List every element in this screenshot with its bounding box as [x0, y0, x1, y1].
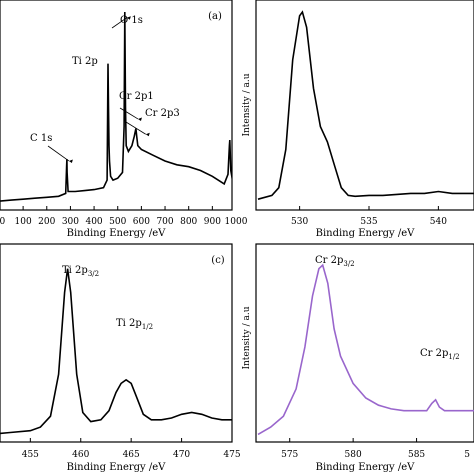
- x-tick-label: 400: [85, 217, 102, 227]
- x-tick-label: 540: [430, 217, 447, 227]
- panel-a-survey-spectrum: 00 100 200 300 400 500 600 700 800 900 1000 Binding…: [0, 0, 248, 239]
- peak-annotation: Ti 2p1/2: [116, 318, 153, 331]
- peak-annotation: Cr 2p1/2: [420, 348, 460, 361]
- x-tick-label: 460: [72, 450, 89, 460]
- spectrum-line: [257, 263, 474, 436]
- x-axis-label: Binding Energy /eV: [67, 228, 167, 239]
- annotation-arrow: [119, 107, 139, 120]
- x-tick-label: 465: [123, 450, 140, 460]
- peak-annotation: C 1s: [30, 133, 52, 144]
- x-tick-label: 475: [223, 450, 240, 460]
- annotation-arrowhead: [68, 159, 73, 163]
- x-tick-label: 455: [22, 450, 39, 460]
- panel-d-cr2p-spectrum: 575 580 585 5 Binding Energy /eV Intensity / …: [242, 243, 474, 473]
- x-tick-label: 700: [156, 217, 173, 227]
- plot-frame: [255, 0, 474, 211]
- annotation-arrowhead: [145, 132, 150, 137]
- x-tick-label: 535: [360, 217, 377, 227]
- panel-c-ti2p-spectrum: 455 460 465 470 475 Binding Energy /eV (c) Ti 2…: [0, 243, 241, 473]
- x-tick-label: 585: [408, 450, 425, 460]
- peak-annotation: O 1s: [120, 15, 143, 26]
- x-tick-label: 900: [204, 217, 221, 227]
- spectrum-line: [0, 11, 232, 202]
- x-axis-label: Binding Energy /eV: [67, 462, 167, 473]
- peak-annotation: Cr 2p1: [119, 91, 154, 102]
- x-axis-label: Binding Energy /eV: [316, 228, 416, 239]
- y-axis-label: Intensity / a.u: [242, 73, 252, 136]
- x-tick-label: 580: [345, 450, 362, 460]
- plot-frame: [255, 243, 474, 443]
- x-tick-label: 00: [0, 217, 5, 227]
- x-axis-label: Binding Energy /eV: [316, 462, 416, 473]
- peak-annotation: Ti 2p: [72, 56, 98, 67]
- x-tick-label: 800: [180, 217, 197, 227]
- x-tick-label: 200: [38, 217, 55, 227]
- annotation-arrow: [125, 121, 146, 135]
- peak-annotation: Cr 2p3: [145, 108, 180, 119]
- x-tick-label: 530: [291, 217, 308, 227]
- x-tick-label: 470: [173, 450, 190, 460]
- plot-frame: [0, 0, 233, 211]
- annotation-arrow: [47, 145, 70, 162]
- x-tick-label: 100: [15, 217, 32, 227]
- panel-b-o1s-spectrum: 530 535 540 Binding Energy /eV Intensity / a…: [242, 0, 474, 239]
- x-tick-label: 500: [109, 217, 126, 227]
- x-tick-label: 575: [281, 450, 298, 460]
- y-axis-label: Intensity / a.u: [242, 306, 252, 369]
- panel-label: (c): [211, 255, 225, 266]
- peak-annotation: Ti 2p3/2: [62, 265, 99, 278]
- annotation-arrow: [111, 17, 128, 29]
- spectrum-line: [0, 268, 232, 435]
- annotation-arrowhead: [137, 117, 142, 121]
- annotation-arrowhead: [126, 16, 131, 20]
- panel-label: (a): [208, 11, 222, 22]
- x-tick-label: 1000: [225, 217, 248, 227]
- plot-frame: [0, 243, 233, 443]
- x-tick-label: 5: [464, 450, 470, 460]
- x-tick-label: 300: [62, 217, 79, 227]
- spectrum-line: [257, 10, 474, 200]
- x-tick-label: 600: [133, 217, 150, 227]
